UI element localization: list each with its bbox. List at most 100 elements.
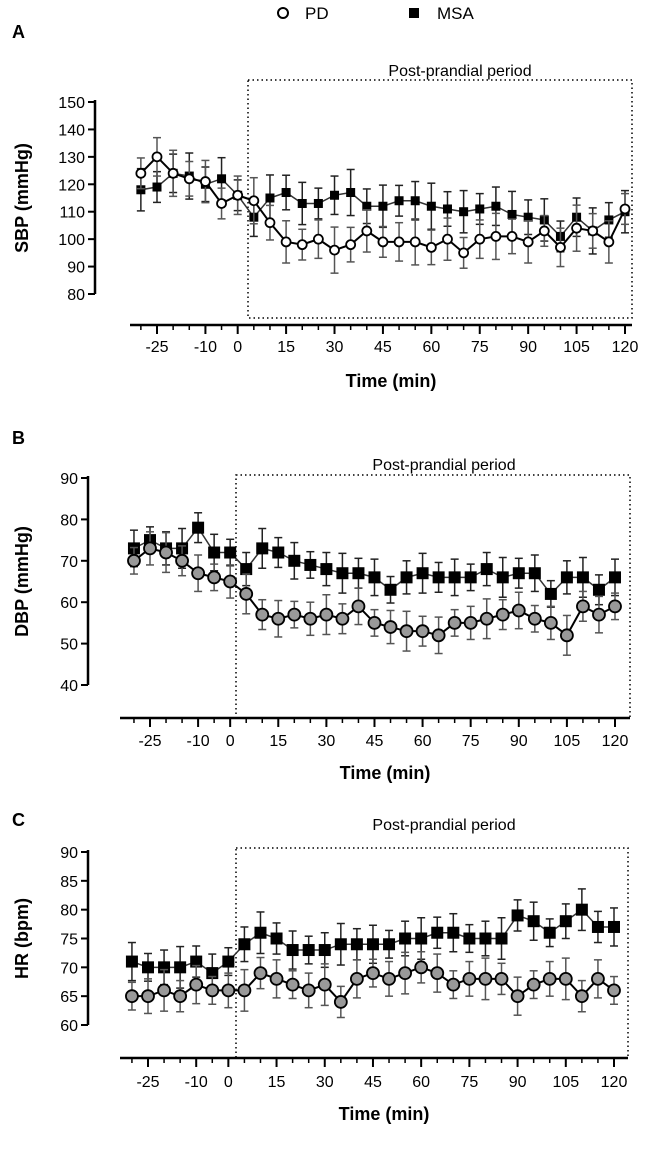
data-point-msa (320, 563, 333, 576)
data-point-pd (159, 545, 173, 560)
data-point-msa (222, 955, 235, 968)
data-point-msa (272, 546, 285, 559)
data-point-pd (205, 983, 220, 998)
data-point-pd (494, 971, 509, 986)
data-point-msa (334, 938, 347, 951)
data-point-pd (527, 611, 542, 626)
y-tick-label: 80 (60, 903, 78, 920)
x-tick-label: 30 (317, 733, 335, 750)
x-tick-label: 120 (602, 733, 629, 750)
data-point-pd (319, 607, 334, 622)
x-tick-label: 90 (510, 733, 528, 750)
data-point-msa (378, 201, 388, 211)
data-point-pd (607, 983, 621, 998)
data-point-pd (522, 236, 534, 248)
data-point-msa (475, 204, 485, 214)
data-point-pd (495, 607, 510, 622)
data-point-msa (576, 571, 589, 584)
x-tick-label: 0 (224, 1074, 233, 1091)
y-tick-label: 80 (67, 287, 85, 304)
data-point-pd (474, 233, 486, 245)
data-point-pd (619, 203, 631, 215)
data-point-msa (394, 196, 404, 206)
data-point-msa (523, 212, 533, 222)
data-point-msa (142, 961, 154, 974)
data-point-msa (362, 201, 372, 211)
data-point-pd (458, 247, 470, 259)
legend-msa-label: MSA (437, 4, 475, 23)
panel-title: Post-prandial period (372, 457, 515, 474)
data-point-msa (240, 563, 253, 576)
data-point-pd (430, 966, 445, 980)
data-point-pd (232, 189, 244, 201)
data-point-pd (393, 236, 405, 248)
postprandial-period-box (235, 474, 631, 719)
data-point-pd (414, 960, 429, 975)
data-point-pd (431, 628, 446, 643)
x-tick-label: 45 (374, 339, 392, 356)
data-point-pd (157, 983, 171, 998)
data-point-pd (511, 603, 526, 618)
data-point-msa (432, 571, 445, 584)
data-point-msa (256, 542, 269, 555)
series-pd (127, 531, 622, 656)
data-point-pd (587, 225, 599, 237)
data-point-pd (409, 236, 421, 248)
data-point-pd (543, 616, 558, 630)
data-point-msa (560, 571, 573, 584)
data-point-msa (384, 583, 397, 596)
series-msa (127, 512, 621, 608)
x-tick-label: -10 (187, 733, 210, 750)
data-point-msa (224, 546, 237, 559)
data-point-pd (382, 971, 396, 986)
y-tick-label: 70 (60, 960, 78, 977)
data-point-pd (383, 620, 398, 634)
y-tick-label: 85 (60, 874, 78, 891)
x-tick-label: 60 (422, 339, 440, 356)
data-point-msa (125, 955, 138, 968)
data-point-msa (495, 932, 508, 945)
data-point-msa (297, 198, 307, 208)
data-point-msa (350, 938, 363, 951)
data-point-msa (591, 920, 604, 933)
x-axis-label: Time (min) (340, 763, 431, 783)
x-tick-label: 90 (519, 339, 537, 356)
data-point-pd (571, 222, 582, 234)
x-tick-label: 0 (226, 733, 235, 750)
data-point-pd (125, 989, 139, 1004)
series-pd (125, 951, 621, 1019)
data-point-pd (442, 233, 453, 245)
data-point-pd (269, 971, 284, 986)
data-point-pd (312, 233, 324, 245)
data-point-msa (286, 944, 299, 957)
legend-pd-marker (277, 7, 289, 19)
data-point-pd (207, 570, 222, 585)
data-point-pd (538, 225, 550, 237)
x-tick-label: 120 (612, 339, 639, 356)
data-point-pd (361, 225, 373, 237)
data-point-msa (281, 188, 291, 198)
data-point-msa (192, 521, 205, 534)
data-point-msa (217, 174, 227, 184)
data-point-pd (173, 989, 188, 1004)
y-tick-label: 120 (58, 177, 85, 194)
data-point-msa (592, 583, 605, 596)
data-point-pd (287, 607, 302, 622)
data-point-pd (555, 241, 566, 253)
data-point-pd (253, 966, 268, 980)
x-tick-label: 60 (414, 733, 432, 750)
x-tick-label: 15 (268, 1074, 286, 1091)
data-point-msa (383, 938, 396, 951)
data-point-msa (288, 554, 301, 567)
y-tick-label: 90 (60, 471, 78, 488)
legend: PD MSA (277, 4, 475, 23)
x-tick-label: -25 (138, 733, 161, 750)
x-tick-label: 105 (552, 1074, 579, 1091)
panel-title: Post-prandial period (388, 63, 531, 80)
data-point-pd (576, 599, 590, 614)
data-point-msa (528, 567, 541, 580)
data-point-pd (591, 971, 605, 986)
data-point-pd (603, 236, 615, 248)
data-point-pd (399, 624, 414, 639)
